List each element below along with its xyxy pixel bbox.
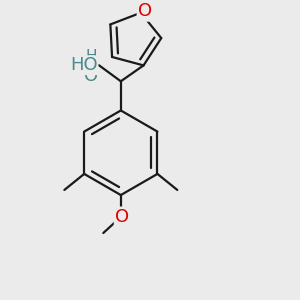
- Text: HO: HO: [70, 56, 98, 74]
- Text: O: O: [138, 2, 152, 20]
- Text: O: O: [84, 67, 98, 85]
- Text: H: H: [86, 49, 98, 64]
- Text: O: O: [115, 208, 129, 226]
